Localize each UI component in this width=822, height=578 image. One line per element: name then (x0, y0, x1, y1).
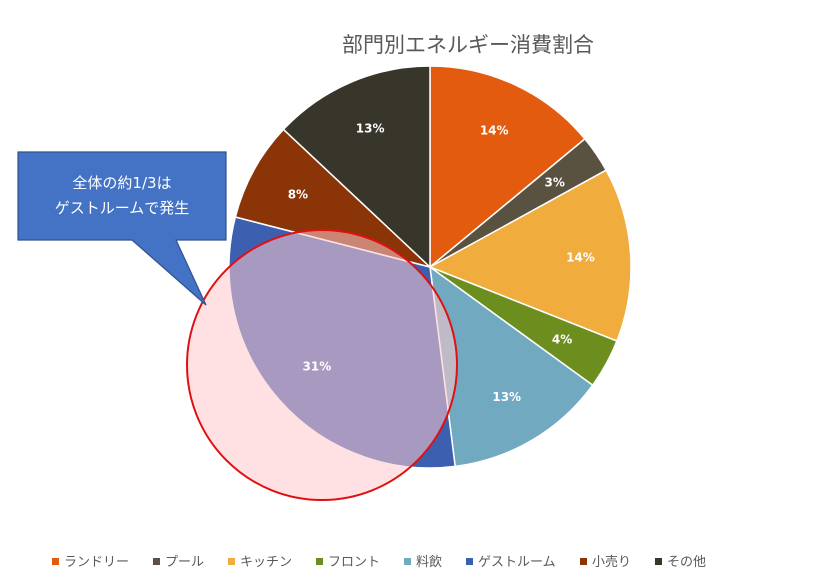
callout-text-line-2: ゲストルームで発生 (55, 199, 190, 217)
legend-swatch-3 (228, 558, 235, 565)
data-label-2: 3% (544, 175, 564, 189)
pie-slice-1 (429, 65, 586, 269)
legend-swatch-7 (580, 558, 587, 565)
data-label-3: 14% (566, 251, 595, 265)
data-label-6: 31% (303, 360, 332, 374)
legend-label-1: ランドリー (64, 555, 129, 570)
legend-swatch-6 (466, 558, 473, 565)
chart-title: 部門別エネルギー消費割合 (342, 33, 594, 57)
highlight-circle (186, 229, 458, 501)
legend-swatch-8 (655, 558, 662, 565)
legend-swatch-5 (404, 558, 411, 565)
pie-slice-8 (282, 65, 431, 269)
callout-text-line-1: 全体の約1/3は (72, 174, 171, 192)
data-label-5: 13% (492, 390, 521, 404)
pie-slice-7 (234, 128, 431, 268)
legend-label-5: 料飲 (416, 554, 442, 570)
callout-box (17, 151, 227, 306)
data-labels: 14% 3% 14% 4% 13% 31% 8% 13% (288, 122, 595, 404)
legend-swatch-2 (153, 558, 160, 565)
pie-slice-3 (428, 169, 632, 342)
pie-slice-5 (429, 265, 594, 468)
legend-label-4: フロント (328, 555, 380, 570)
legend-swatch-4 (316, 558, 323, 565)
data-label-8: 13% (356, 122, 385, 136)
data-label-1: 14% (480, 124, 509, 138)
legend-swatch-1 (52, 558, 59, 565)
legend-label-3: キッチン (240, 555, 292, 570)
legend-label-2: プール (165, 555, 204, 570)
legend: ランドリー プール キッチン フロント 料飲 ゲストルーム 小売り その他 (52, 554, 706, 570)
data-label-4: 4% (552, 333, 572, 347)
data-label-7: 8% (288, 187, 308, 201)
legend-label-7: 小売り (592, 554, 631, 570)
callout: 全体の約1/3は ゲストルームで発生 (17, 151, 227, 306)
legend-label-6: ゲストルーム (478, 555, 556, 570)
legend-label-8: その他 (667, 555, 706, 570)
